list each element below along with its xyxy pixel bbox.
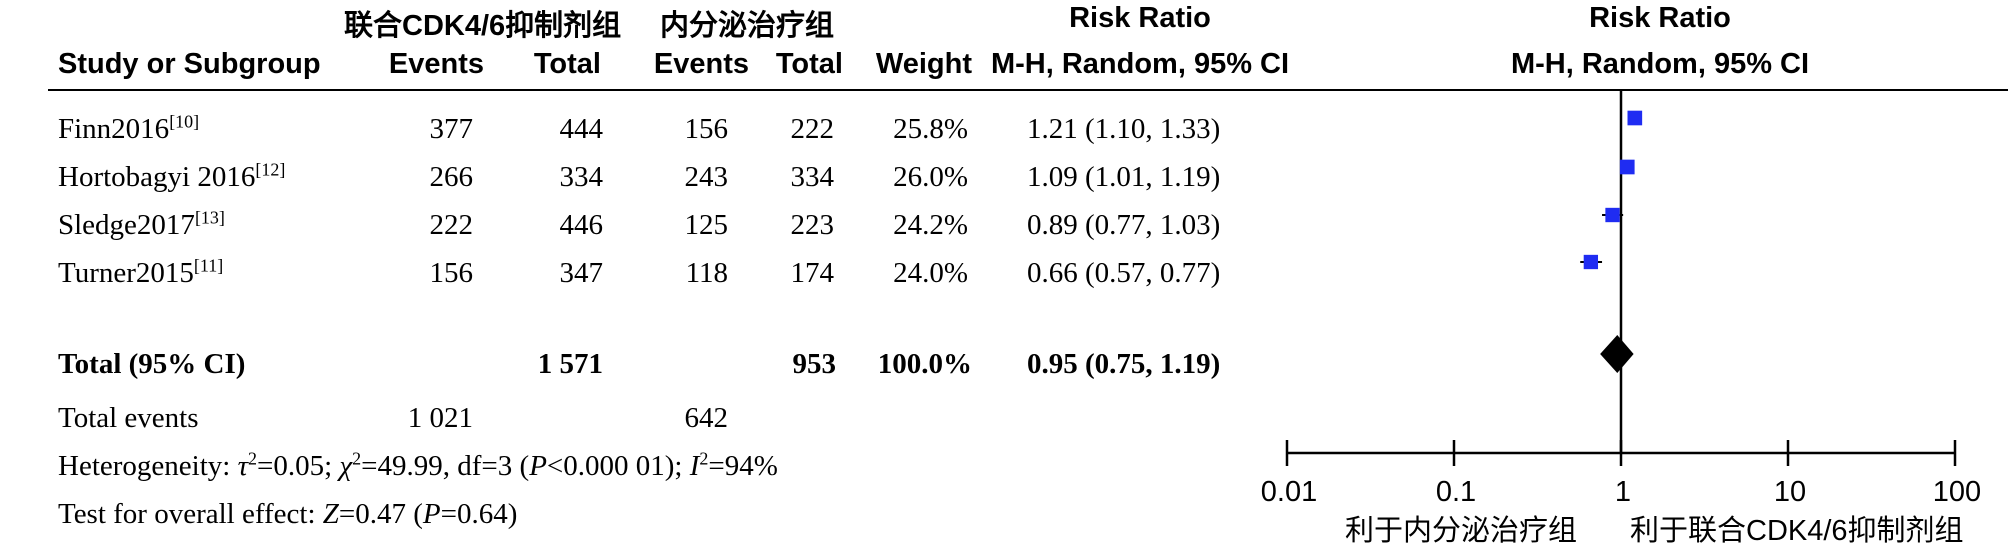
- study-row-ci: 0.89 (0.77, 1.03): [1027, 209, 1221, 241]
- study-row-e2: 118: [685, 257, 728, 289]
- study-row-weight: 26.0%: [893, 161, 968, 193]
- study-column-header: Study or Subgroup: [58, 48, 321, 80]
- study-row-name: Sledge2017[13]: [58, 207, 225, 241]
- study-row-t1: 446: [559, 209, 604, 241]
- g1-events-header: Events: [388, 48, 484, 80]
- heterogeneity-text: Heterogeneity: τ2=0.05; χ2=49.99, df=3 (…: [58, 448, 778, 482]
- study-row-weight: 24.0%: [893, 257, 968, 289]
- study-row-t2: 222: [790, 113, 835, 145]
- study-row-t1: 347: [559, 257, 604, 289]
- method-header-left: M-H, Random, 95% CI: [990, 48, 1290, 80]
- study-marker: [1583, 254, 1599, 270]
- study-row-t1: 334: [559, 161, 604, 193]
- study-row-weight: 24.2%: [893, 209, 968, 241]
- header-rule: [48, 89, 2008, 91]
- study-row-name: Finn2016[10]: [58, 111, 200, 145]
- group2-header: 内分泌治疗组: [660, 10, 835, 42]
- total-events-e2: 642: [684, 402, 729, 434]
- total-events-e1: 1 021: [407, 402, 473, 434]
- study-row-ci: 1.21 (1.10, 1.33): [1027, 113, 1221, 145]
- favours-right-label: 利于联合CDK4/6抑制剂组: [1630, 515, 1964, 547]
- x-axis-tick-label: 0.01: [1261, 476, 1317, 508]
- rr-title-left: Risk Ratio: [1069, 2, 1211, 34]
- total-weight: 100.0%: [877, 348, 972, 380]
- study-row-e1: 156: [429, 257, 474, 289]
- x-axis-tick-label: 1: [1615, 476, 1631, 508]
- study-row-ci: 0.66 (0.57, 0.77): [1027, 257, 1221, 289]
- g1-total-header: Total: [533, 48, 601, 80]
- total-label: Total (95% CI): [58, 348, 246, 380]
- study-marker: [1605, 207, 1620, 223]
- study-row-e2: 243: [684, 161, 729, 193]
- study-marker: [1627, 110, 1643, 126]
- total-t1: 1 571: [537, 348, 603, 380]
- study-row-ci: 1.09 (1.01, 1.19): [1027, 161, 1221, 193]
- study-row-t2: 174: [790, 257, 835, 289]
- study-row-weight: 25.8%: [893, 113, 968, 145]
- study-row-e1: 266: [429, 161, 474, 193]
- study-row-t2: 223: [790, 209, 835, 241]
- study-marker: [1619, 159, 1635, 175]
- study-row-name: Turner2015[11]: [58, 255, 224, 289]
- total-ci: 0.95 (0.75, 1.19): [1027, 348, 1221, 380]
- study-row-name: Hortobagyi 2016[12]: [58, 159, 286, 193]
- overall-effect-text: Test for overall effect: Z=0.47 (P=0.64): [58, 498, 518, 530]
- favours-left-label: 利于内分泌治疗组: [1345, 515, 1578, 547]
- study-row-e1: 222: [429, 209, 474, 241]
- total-t2: 953: [792, 348, 837, 380]
- study-row-e2: 156: [684, 113, 729, 145]
- study-row-t2: 334: [790, 161, 835, 193]
- x-axis-tick-label: 10: [1774, 476, 1806, 508]
- x-axis-tick-label: 100: [1933, 476, 1981, 508]
- study-row-t1: 444: [559, 113, 604, 145]
- g2-events-header: Events: [653, 48, 749, 80]
- pooled-diamond: [1600, 335, 1634, 373]
- weight-header: Weight: [875, 48, 972, 80]
- rr-title-right: Risk Ratio: [1589, 2, 1731, 34]
- g2-total-header: Total: [775, 48, 843, 80]
- method-header-right: M-H, Random, 95% CI: [1510, 48, 1810, 80]
- x-axis-tick-label: 0.1: [1436, 476, 1476, 508]
- total-events-label: Total events: [58, 402, 199, 434]
- study-row-e1: 377: [429, 113, 474, 145]
- group1-header: 联合CDK4/6抑制剂组: [344, 10, 622, 42]
- study-row-e2: 125: [684, 209, 729, 241]
